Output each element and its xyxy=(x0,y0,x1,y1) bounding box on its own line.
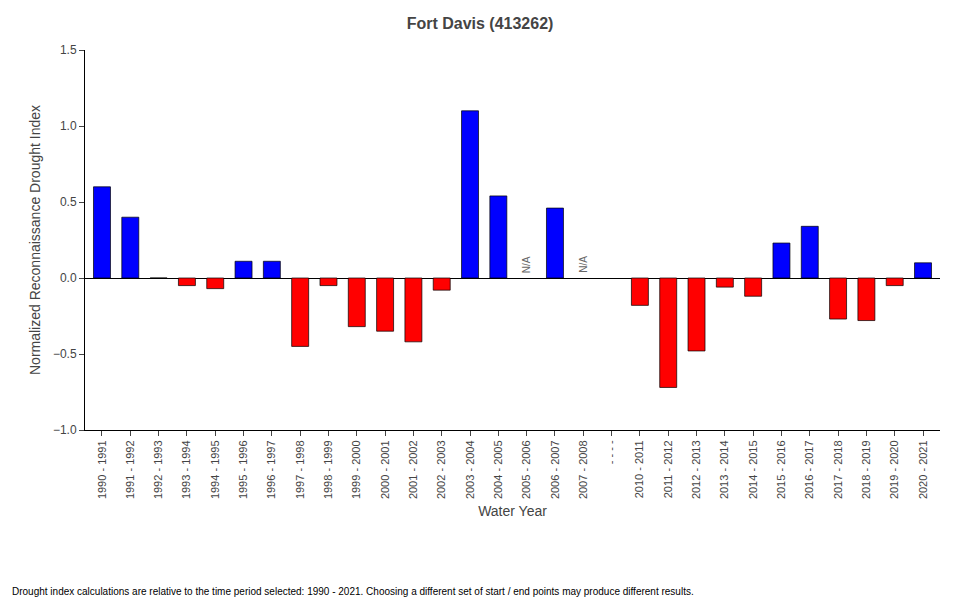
svg-text:−1.0: −1.0 xyxy=(53,423,77,437)
svg-text:0.0: 0.0 xyxy=(60,271,77,285)
svg-text:- - - -: - - - - xyxy=(605,440,617,464)
svg-text:1995 - 1996: 1995 - 1996 xyxy=(237,440,249,499)
svg-text:2011 - 2012: 2011 - 2012 xyxy=(662,440,674,498)
svg-text:1991 - 1992: 1991 - 1992 xyxy=(124,440,136,499)
svg-text:2001 - 2002: 2001 - 2002 xyxy=(407,440,419,499)
svg-text:1998 - 1999: 1998 - 1999 xyxy=(322,440,334,499)
svg-text:1.0: 1.0 xyxy=(60,119,77,133)
svg-text:1993 - 1994: 1993 - 1994 xyxy=(180,440,192,499)
svg-text:2010 - 2011: 2010 - 2011 xyxy=(633,440,645,498)
svg-text:2007 - 2008: 2007 - 2008 xyxy=(577,440,589,499)
svg-text:1992 - 1993: 1992 - 1993 xyxy=(152,440,164,499)
svg-text:1.5: 1.5 xyxy=(60,43,77,57)
svg-text:2004 - 2005: 2004 - 2005 xyxy=(492,440,504,499)
svg-text:2005 - 2006: 2005 - 2006 xyxy=(520,440,532,499)
svg-text:N/A: N/A xyxy=(521,256,532,273)
svg-text:Water Year: Water Year xyxy=(478,503,547,519)
svg-text:Fort Davis (413262): Fort Davis (413262) xyxy=(407,15,554,32)
svg-text:2019 - 2020: 2019 - 2020 xyxy=(888,440,900,499)
svg-text:Normalized Reconnaissance Drou: Normalized Reconnaissance Drought Index xyxy=(27,105,43,375)
svg-text:2003 - 2004: 2003 - 2004 xyxy=(464,440,476,499)
svg-text:2015 - 2016: 2015 - 2016 xyxy=(775,440,787,499)
svg-text:2002 - 2003: 2002 - 2003 xyxy=(435,440,447,499)
svg-text:2006 - 2007: 2006 - 2007 xyxy=(549,440,561,499)
svg-text:1990 - 1991: 1990 - 1991 xyxy=(96,440,108,499)
svg-text:1994 - 1995: 1994 - 1995 xyxy=(209,440,221,499)
svg-text:1996 - 1997: 1996 - 1997 xyxy=(265,440,277,499)
svg-text:2020 - 2021: 2020 - 2021 xyxy=(917,440,929,499)
svg-text:2000 - 2001: 2000 - 2001 xyxy=(379,440,391,499)
svg-text:2017 - 2018: 2017 - 2018 xyxy=(832,440,844,499)
svg-text:2016 - 2017: 2016 - 2017 xyxy=(803,440,815,499)
svg-text:2012 - 2013: 2012 - 2013 xyxy=(690,440,702,499)
svg-text:Drought index calculations are: Drought index calculations are relative … xyxy=(12,586,694,597)
svg-text:N/A: N/A xyxy=(578,256,589,273)
svg-text:0.5: 0.5 xyxy=(60,195,77,209)
svg-text:2018 - 2019: 2018 - 2019 xyxy=(860,440,872,499)
svg-text:1997 - 1998: 1997 - 1998 xyxy=(294,440,306,499)
svg-text:2014 - 2015: 2014 - 2015 xyxy=(747,440,759,499)
svg-text:2013 - 2014: 2013 - 2014 xyxy=(718,440,730,499)
svg-text:1999 - 2000: 1999 - 2000 xyxy=(350,440,362,499)
svg-text:−0.5: −0.5 xyxy=(53,347,77,361)
